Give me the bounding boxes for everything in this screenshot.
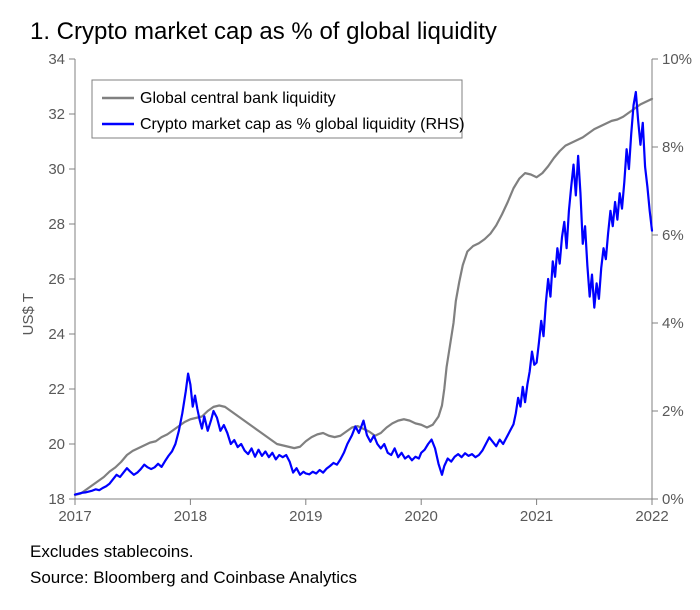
- svg-text:4%: 4%: [662, 315, 684, 332]
- page: 1. Crypto market cap as % of global liqu…: [0, 0, 700, 610]
- svg-text:24: 24: [48, 326, 65, 343]
- svg-text:34: 34: [48, 51, 65, 68]
- svg-text:2019: 2019: [289, 508, 322, 525]
- caption-exclusion: Excludes stablecoins.: [30, 542, 193, 562]
- chart: 1820222426283032340%2%4%6%8%10%201720182…: [0, 0, 700, 540]
- svg-text:2020: 2020: [405, 508, 438, 525]
- svg-text:18: 18: [48, 491, 65, 508]
- svg-text:Global central bank liquidity: Global central bank liquidity: [140, 90, 336, 107]
- svg-text:30: 30: [48, 161, 65, 178]
- svg-text:0%: 0%: [662, 491, 684, 508]
- svg-text:6%: 6%: [662, 227, 684, 244]
- svg-text:US$ T: US$ T: [20, 293, 37, 335]
- svg-text:2%: 2%: [662, 403, 684, 420]
- svg-text:26: 26: [48, 271, 65, 288]
- caption-source: Source: Bloomberg and Coinbase Analytics: [30, 568, 357, 588]
- svg-text:Crypto market cap as % global: Crypto market cap as % global liquidity …: [140, 116, 465, 133]
- svg-text:10%: 10%: [662, 51, 692, 68]
- svg-text:2021: 2021: [520, 508, 553, 525]
- svg-text:2018: 2018: [174, 508, 207, 525]
- svg-text:8%: 8%: [662, 139, 684, 156]
- svg-text:22: 22: [48, 381, 65, 398]
- svg-text:28: 28: [48, 216, 65, 233]
- svg-text:2022: 2022: [635, 508, 668, 525]
- svg-text:2017: 2017: [58, 508, 91, 525]
- svg-text:20: 20: [48, 436, 65, 453]
- svg-text:32: 32: [48, 106, 65, 123]
